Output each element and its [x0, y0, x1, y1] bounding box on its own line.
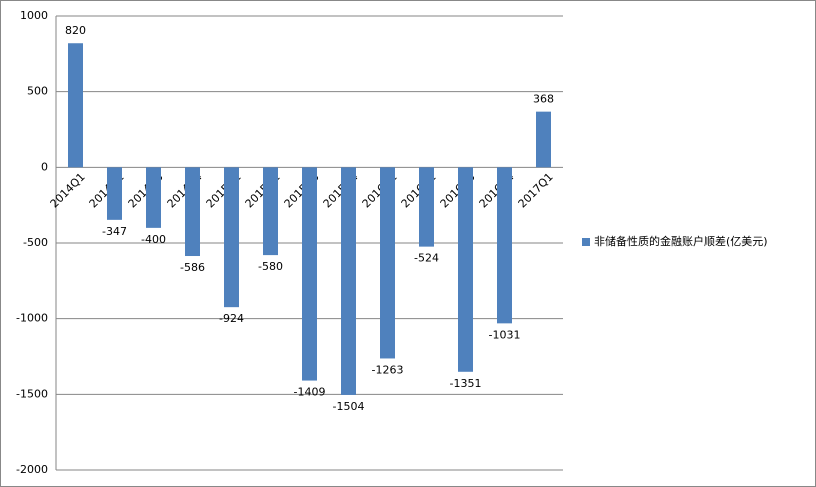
y-tick-label: 1000 — [20, 9, 48, 22]
bar — [224, 167, 239, 308]
bar — [419, 167, 434, 247]
value-label: -400 — [141, 233, 166, 246]
legend-label: 非储备性质的金融账户顺差(亿美元) — [594, 234, 768, 248]
value-label: -1504 — [333, 400, 365, 413]
bar — [185, 167, 200, 257]
bar — [146, 167, 161, 228]
legend-swatch — [582, 238, 590, 246]
bar — [536, 111, 551, 168]
bar — [263, 167, 278, 256]
value-label: -1409 — [294, 386, 326, 399]
y-tick-label: 500 — [27, 85, 48, 98]
y-tick-label: 0 — [41, 160, 48, 173]
bar — [302, 167, 317, 381]
value-label: -586 — [180, 261, 205, 274]
value-label: -580 — [258, 260, 283, 273]
value-label: -1263 — [372, 363, 404, 376]
bar — [458, 167, 473, 372]
value-label: -347 — [102, 225, 127, 238]
y-tick-label: -1000 — [16, 312, 48, 325]
bar — [497, 167, 512, 324]
value-label: -1031 — [489, 328, 521, 341]
value-label: -524 — [414, 252, 439, 265]
value-label: 820 — [65, 24, 86, 37]
y-tick-label: -1500 — [16, 387, 48, 400]
bar — [341, 167, 356, 395]
bar — [380, 167, 395, 359]
bar — [107, 167, 122, 220]
bar — [68, 43, 83, 168]
y-tick-label: -2000 — [16, 463, 48, 476]
value-label: 368 — [533, 93, 554, 106]
y-tick-label: -500 — [23, 236, 48, 249]
value-label: -924 — [219, 312, 244, 325]
value-label: -1351 — [450, 377, 482, 390]
